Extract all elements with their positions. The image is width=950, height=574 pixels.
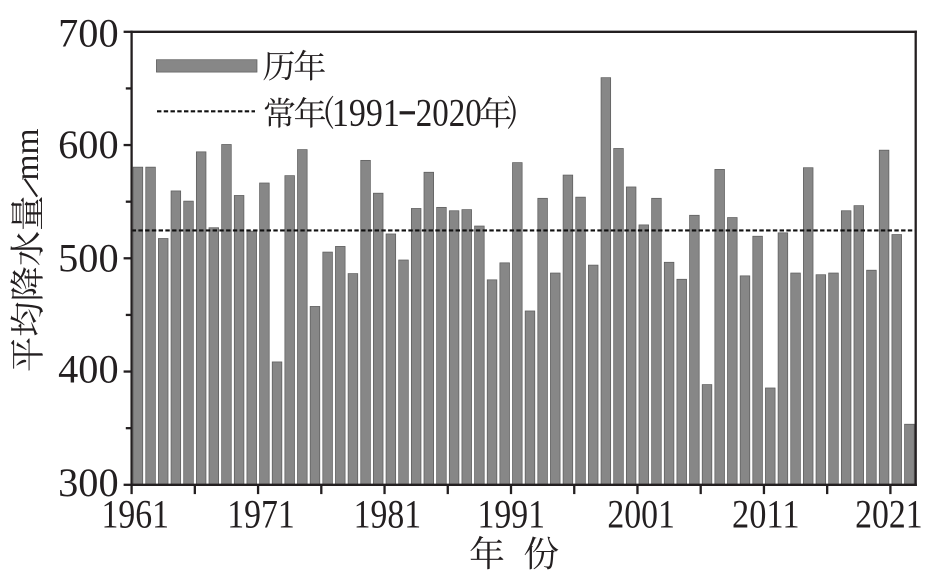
svg-text:1991: 1991 [332, 92, 400, 135]
svg-text:1971: 1971 [227, 491, 295, 536]
svg-text:1981: 1981 [354, 491, 422, 536]
svg-text:2001: 2001 [607, 491, 675, 536]
svg-text:mm: mm [9, 128, 46, 180]
svg-text:2021: 2021 [855, 491, 923, 536]
svg-text:600: 600 [58, 122, 118, 167]
svg-text:1991: 1991 [477, 491, 545, 536]
svg-text:2011: 2011 [732, 491, 800, 536]
svg-text:1961: 1961 [101, 491, 169, 536]
svg-text:400: 400 [58, 347, 118, 392]
svg-text:2020: 2020 [416, 92, 482, 135]
svg-text:500: 500 [58, 236, 118, 281]
svg-text:300: 300 [58, 460, 118, 505]
svg-text:700: 700 [58, 10, 118, 55]
